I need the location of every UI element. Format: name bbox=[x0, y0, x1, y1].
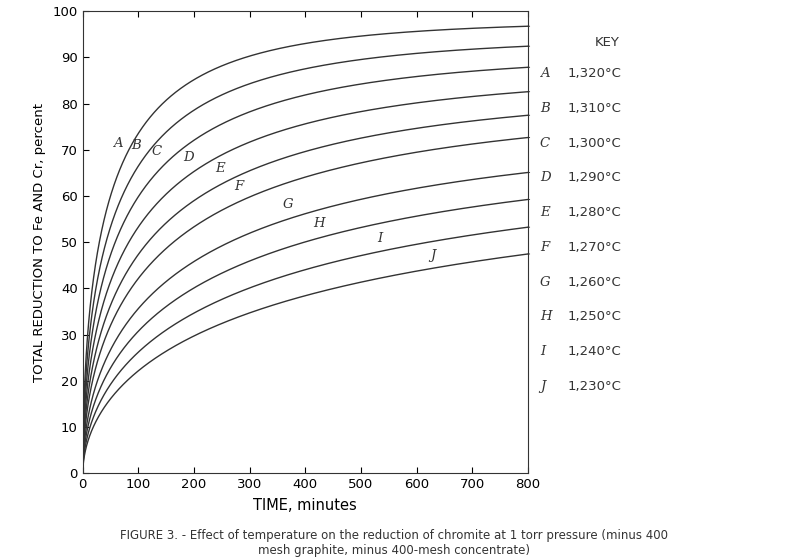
Text: D: D bbox=[540, 171, 550, 184]
Text: KEY: KEY bbox=[594, 36, 619, 49]
Text: I: I bbox=[377, 232, 383, 245]
Text: 1,280°C: 1,280°C bbox=[567, 206, 621, 219]
Text: B: B bbox=[131, 139, 140, 152]
Text: 1,320°C: 1,320°C bbox=[567, 67, 621, 80]
Text: 1,260°C: 1,260°C bbox=[567, 276, 621, 288]
Y-axis label: TOTAL REDUCTION TO Fe AND Cr, percent: TOTAL REDUCTION TO Fe AND Cr, percent bbox=[32, 102, 46, 382]
Text: 1,250°C: 1,250°C bbox=[567, 310, 621, 323]
Text: F: F bbox=[234, 180, 243, 193]
Text: J: J bbox=[540, 380, 545, 393]
Text: H: H bbox=[540, 310, 552, 323]
Text: F: F bbox=[540, 241, 549, 254]
Text: E: E bbox=[540, 206, 549, 219]
Text: G: G bbox=[283, 198, 294, 211]
Text: 1,300°C: 1,300°C bbox=[567, 137, 621, 150]
Text: H: H bbox=[313, 217, 325, 230]
Text: 1,310°C: 1,310°C bbox=[567, 102, 621, 115]
Text: A: A bbox=[540, 67, 549, 80]
Text: FIGURE 3. - Effect of temperature on the reduction of chromite at 1 torr pressur: FIGURE 3. - Effect of temperature on the… bbox=[120, 529, 668, 557]
Text: G: G bbox=[540, 276, 550, 288]
Text: 1,230°C: 1,230°C bbox=[567, 380, 621, 393]
Text: E: E bbox=[216, 162, 225, 175]
Text: A: A bbox=[113, 137, 123, 150]
Text: 1,270°C: 1,270°C bbox=[567, 241, 621, 254]
Text: 1,290°C: 1,290°C bbox=[567, 171, 621, 184]
Text: C: C bbox=[151, 145, 162, 158]
Text: C: C bbox=[540, 137, 550, 150]
Text: D: D bbox=[183, 151, 194, 164]
Text: 1,240°C: 1,240°C bbox=[567, 345, 621, 358]
Text: I: I bbox=[540, 345, 545, 358]
Text: B: B bbox=[540, 102, 549, 115]
X-axis label: TIME, minutes: TIME, minutes bbox=[254, 498, 357, 513]
Text: J: J bbox=[430, 249, 436, 262]
